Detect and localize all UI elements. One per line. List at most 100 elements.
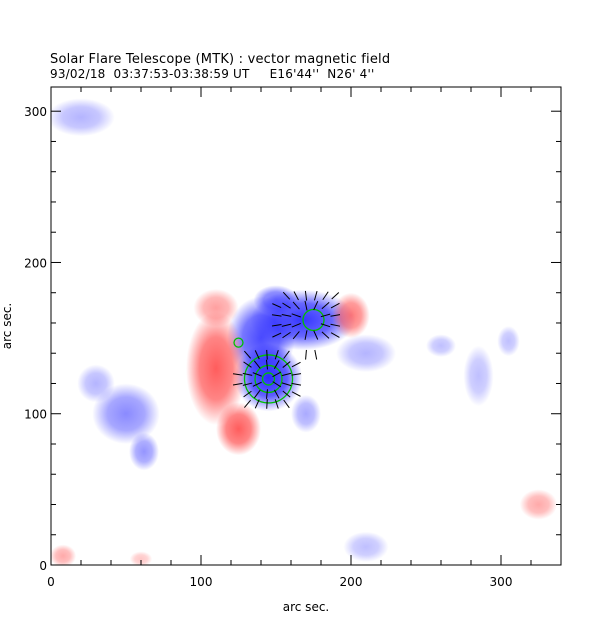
negative-polarity-region bbox=[426, 334, 456, 358]
field-vector bbox=[243, 390, 252, 398]
positive-polarity-region bbox=[193, 288, 239, 327]
plot-frame bbox=[50, 86, 562, 566]
field-vector bbox=[292, 331, 300, 340]
negative-polarity-region bbox=[336, 334, 396, 373]
field-vector bbox=[242, 372, 253, 376]
field-vector bbox=[244, 399, 251, 408]
field-vector bbox=[304, 330, 308, 340]
negative-polarity-region bbox=[497, 326, 520, 357]
vector-field-layer bbox=[232, 290, 341, 409]
positive-polarity-region bbox=[186, 311, 246, 426]
field-vector bbox=[273, 360, 280, 370]
positive-polarity-region bbox=[129, 551, 153, 565]
field-contour bbox=[261, 372, 276, 386]
field-vector bbox=[291, 322, 301, 328]
field-vector bbox=[271, 323, 282, 327]
field-vector bbox=[273, 389, 280, 399]
field-vector bbox=[304, 300, 308, 311]
field-vector bbox=[253, 360, 261, 369]
field-vector bbox=[243, 361, 252, 368]
field-vector bbox=[304, 290, 308, 301]
field-vector bbox=[331, 292, 340, 300]
field-vector bbox=[282, 361, 291, 368]
field-contour bbox=[233, 337, 244, 348]
field-vector bbox=[252, 381, 262, 387]
field-vector bbox=[292, 301, 300, 310]
field-vector bbox=[291, 361, 301, 368]
x-tick-label: 200 bbox=[340, 575, 363, 589]
field-vector bbox=[313, 300, 319, 311]
chart-subtitle: 93/02/18 03:37:53-03:38:59 UT E16'44'' N… bbox=[50, 67, 375, 81]
chart-title: Solar Flare Telescope (MTK) : vector mag… bbox=[50, 52, 391, 67]
field-vector bbox=[266, 349, 268, 360]
negative-polarity-region bbox=[343, 531, 389, 562]
field-vector bbox=[305, 349, 307, 360]
field-vector bbox=[282, 390, 291, 398]
negative-polarity-region bbox=[291, 394, 321, 433]
field-vector bbox=[320, 313, 331, 318]
x-tick-label: 100 bbox=[190, 575, 213, 589]
field-vector bbox=[282, 331, 291, 339]
negative-polarity-region bbox=[77, 364, 115, 403]
field-vector bbox=[330, 323, 341, 327]
negative-polarity-region bbox=[51, 98, 115, 137]
y-tick-label: 300 bbox=[24, 105, 47, 119]
y-tick-label: 100 bbox=[24, 408, 47, 422]
field-vector bbox=[266, 399, 268, 409]
field-vector bbox=[330, 314, 341, 317]
y-tick-label: 0 bbox=[39, 559, 47, 573]
field-vector bbox=[291, 373, 302, 376]
field-vector bbox=[291, 313, 301, 318]
field-vector bbox=[253, 389, 261, 399]
field-vector bbox=[281, 382, 292, 387]
field-vector bbox=[232, 373, 243, 376]
field-vector bbox=[272, 381, 282, 388]
field-vector bbox=[322, 291, 329, 301]
field-vector bbox=[252, 372, 262, 377]
field-vector bbox=[232, 382, 243, 386]
field-vector bbox=[243, 350, 252, 359]
field-vector bbox=[321, 331, 330, 339]
positive-polarity-region bbox=[216, 402, 261, 456]
field-vector bbox=[283, 350, 290, 359]
field-contour bbox=[243, 354, 294, 404]
x-axis-label: arc sec. bbox=[283, 600, 329, 614]
y-axis-label: arc sec. bbox=[0, 303, 14, 349]
field-vector bbox=[281, 372, 292, 377]
field-vector bbox=[281, 323, 292, 327]
field-vector bbox=[272, 303, 282, 308]
negative-polarity-region bbox=[253, 285, 299, 316]
field-vector bbox=[291, 391, 301, 397]
axes: 0 100 200 300 0 100 200 300 bbox=[24, 87, 562, 589]
field-contour bbox=[254, 364, 283, 394]
field-vector bbox=[320, 323, 331, 328]
field-vector bbox=[314, 349, 318, 360]
field-vector bbox=[330, 302, 340, 309]
x-tick-label: 0 bbox=[47, 575, 55, 589]
field-vector bbox=[274, 350, 279, 360]
field-vector bbox=[266, 389, 268, 399]
field-vector bbox=[242, 382, 253, 386]
field-vector bbox=[254, 350, 260, 360]
contour-layer bbox=[233, 308, 325, 404]
magnetogram-map bbox=[51, 98, 558, 565]
field-vector bbox=[293, 291, 299, 301]
y-tick-label: 200 bbox=[24, 256, 47, 270]
x-tick-label: 300 bbox=[490, 575, 513, 589]
negative-polarity-region bbox=[463, 345, 494, 407]
negative-polarity-region bbox=[92, 383, 160, 444]
field-vector bbox=[254, 399, 260, 409]
positive-polarity-region bbox=[51, 544, 77, 565]
positive-polarity-region bbox=[332, 292, 370, 339]
field-vector bbox=[274, 399, 279, 409]
field-vector bbox=[272, 332, 282, 338]
field-vector bbox=[271, 314, 282, 317]
field-vector bbox=[313, 290, 318, 301]
field-vector bbox=[283, 399, 290, 409]
field-vector bbox=[321, 302, 330, 310]
field-vector bbox=[266, 359, 268, 370]
field-vector bbox=[330, 332, 340, 338]
positive-polarity-region bbox=[519, 489, 558, 520]
negative-polarity-region bbox=[129, 432, 159, 471]
